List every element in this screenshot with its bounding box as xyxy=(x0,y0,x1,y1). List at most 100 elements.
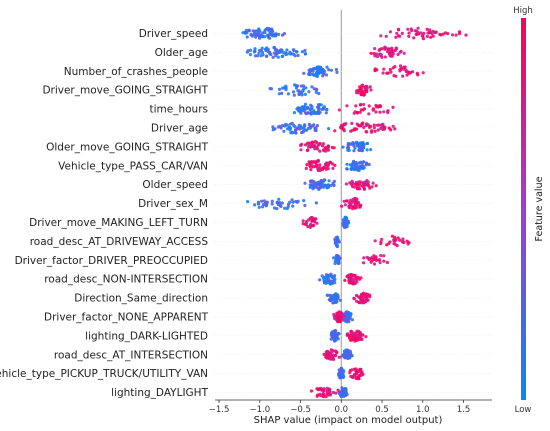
shap-dot xyxy=(253,203,257,207)
feature-dots xyxy=(292,102,395,116)
shap-dot xyxy=(324,281,328,285)
shap-dot xyxy=(325,276,329,280)
feature-dots xyxy=(271,121,397,135)
shap-dot xyxy=(387,126,391,130)
shap-dot xyxy=(291,200,295,204)
feature-label: Direction_Same_direction xyxy=(74,293,208,305)
shap-dot xyxy=(276,125,280,129)
shap-dot xyxy=(309,389,314,393)
shap-dot xyxy=(358,330,362,334)
shap-dot xyxy=(352,111,356,115)
shap-dot xyxy=(286,92,290,96)
shap-dot xyxy=(337,108,341,112)
x-tick-label: −1.0 xyxy=(249,405,270,415)
shap-dot xyxy=(385,260,389,265)
shap-dot xyxy=(345,167,349,171)
shap-dot xyxy=(385,71,389,75)
shap-dot xyxy=(337,261,341,265)
feature-label: Vehicle_type_PICKUP_TRUCK/UTILITY_VAN xyxy=(0,368,208,380)
feature-label: road_desc_NON-INTERSECTION xyxy=(44,274,208,286)
shap-dot xyxy=(316,68,320,73)
shap-dot xyxy=(275,207,279,211)
shap-dot xyxy=(345,349,349,353)
shap-dot xyxy=(334,238,338,242)
shap-dot xyxy=(276,55,280,59)
shap-dot xyxy=(359,180,363,184)
shap-dot xyxy=(332,297,336,301)
shap-dot xyxy=(285,48,289,52)
shap-dot xyxy=(347,273,351,277)
shap-dot xyxy=(425,34,429,39)
shap-dot xyxy=(341,145,345,149)
shap-dot xyxy=(300,93,304,97)
shap-dot xyxy=(270,202,274,206)
shap-dot xyxy=(295,50,299,54)
shap-dot xyxy=(388,30,392,34)
shap-dot xyxy=(345,162,349,166)
shap-dot xyxy=(303,48,307,53)
shap-dot xyxy=(380,124,384,129)
shap-dot xyxy=(321,142,325,146)
shap-dot xyxy=(366,298,370,302)
shap-dot xyxy=(373,68,377,72)
shap-dot xyxy=(303,181,307,185)
shap-dot xyxy=(319,179,323,183)
shap-dot xyxy=(350,165,354,169)
shap-dot xyxy=(378,104,382,108)
shap-dot xyxy=(390,46,394,50)
shap-dot xyxy=(334,67,338,72)
shap-dot xyxy=(282,129,286,133)
shap-dot xyxy=(342,219,347,223)
shap-dot xyxy=(358,205,362,209)
shap-dot xyxy=(324,111,328,115)
shap-dot xyxy=(326,279,330,283)
feature-label: Driver_sex_M xyxy=(138,198,208,210)
shap-dot xyxy=(326,356,330,360)
shap-dot xyxy=(401,240,405,244)
shap-dot xyxy=(439,33,443,37)
shap-dot xyxy=(358,335,362,339)
shap-dot xyxy=(398,50,402,54)
shap-dot xyxy=(336,319,340,324)
shap-dot xyxy=(321,74,325,78)
shap-dot xyxy=(386,110,390,115)
shap-dot xyxy=(355,127,359,131)
shap-dot xyxy=(428,28,432,32)
shap-dot xyxy=(326,353,330,357)
shap-dot xyxy=(373,239,377,243)
shap-dot xyxy=(312,111,316,115)
shap-dot xyxy=(267,33,271,37)
shap-dot xyxy=(245,35,249,39)
shap-dot xyxy=(344,318,348,322)
shap-dot xyxy=(303,203,307,208)
shap-dot xyxy=(299,148,303,152)
shap-dot xyxy=(464,33,468,37)
shap-dot xyxy=(357,142,361,146)
shap-dot xyxy=(361,143,365,148)
shap-dot xyxy=(355,140,359,144)
shap-dot xyxy=(349,313,353,317)
shap-dot xyxy=(266,49,270,54)
feature-label: Older_speed xyxy=(142,179,208,191)
shap-dot xyxy=(274,54,278,58)
shap-dot xyxy=(357,124,361,128)
shap-dot xyxy=(314,111,319,115)
shap-dot xyxy=(359,276,363,280)
shap-dot xyxy=(303,92,307,96)
shap-dot xyxy=(358,187,362,191)
shap-dot xyxy=(412,36,416,40)
shap-dot xyxy=(314,90,318,94)
shap-dot xyxy=(345,104,349,108)
feature-label: lighting_DAYLIGHT xyxy=(111,387,208,399)
shap-dot xyxy=(360,162,364,166)
shap-dot xyxy=(336,316,340,320)
shap-dot xyxy=(378,110,382,114)
shap-dot xyxy=(310,219,314,223)
x-tick-label: 0.0 xyxy=(335,405,349,415)
shap-dot xyxy=(350,179,354,183)
shap-dot xyxy=(365,148,369,152)
shap-dot xyxy=(319,103,323,107)
shap-dot xyxy=(336,337,340,341)
feature-label: Vehicle_type_PASS_CAR/VAN xyxy=(58,160,208,172)
shap-dot xyxy=(268,28,272,32)
